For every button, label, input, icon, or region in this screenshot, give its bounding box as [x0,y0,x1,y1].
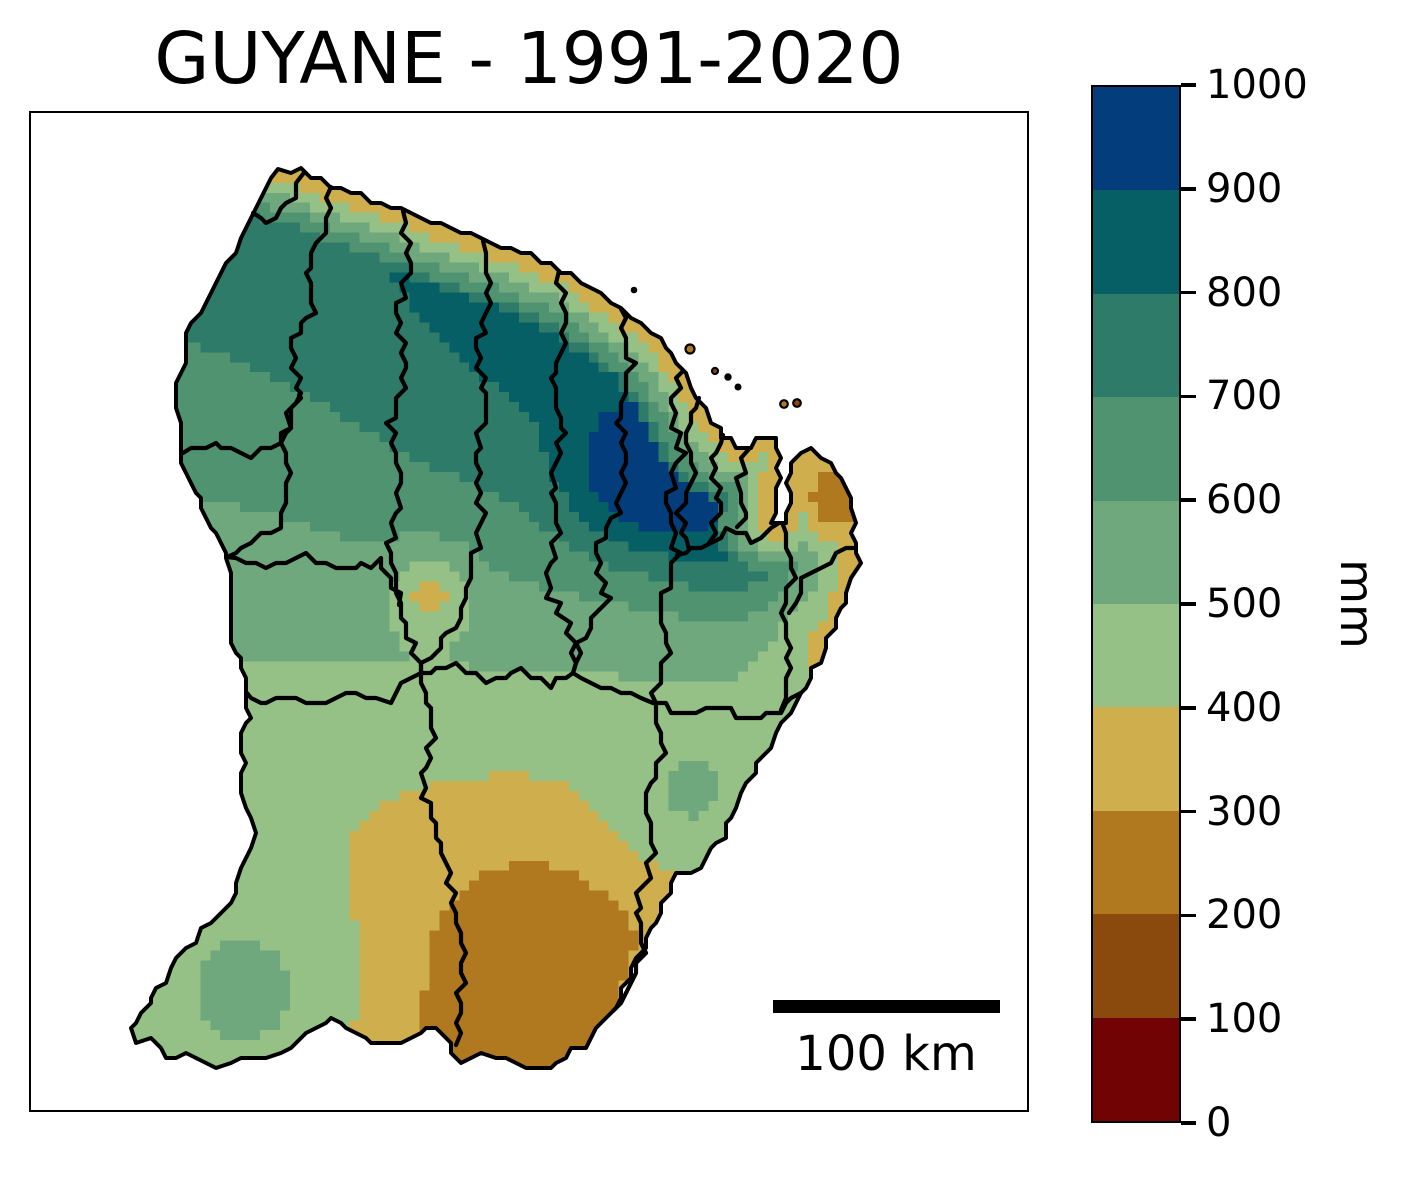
colorbar-tick-label: 700 [1206,373,1283,420]
commune-border [224,184,334,560]
island-dot [734,383,742,391]
colorbar-tick [1181,394,1196,399]
commune-border [674,520,782,558]
commune-border [673,395,702,552]
island-dot [779,399,789,409]
commune-borders [180,171,856,1048]
commune-border [570,670,656,706]
colorbar-tick-label: 400 [1206,684,1283,731]
colorbar-tick-label: 600 [1206,477,1283,524]
colorbar-tick-labels: 0 100 200 300 400 500 600 700 800 900 1000 [1206,62,1366,1146]
commune-border [250,171,306,226]
map-overlay: 100 km [129,166,1000,1082]
colorbar-band [1093,397,1179,501]
commune-border [610,368,689,1014]
colorbar-ticks [1181,83,1199,1125]
colorbar-band [1093,500,1179,605]
commune-border [224,550,404,608]
island-dot [792,398,802,408]
commune-border [733,446,752,530]
commune-border [650,690,804,721]
colorbar-unit-label: mm [1330,559,1384,649]
colorbar-tick-label: 1000 [1206,62,1308,108]
colorbar-tick-label: 800 [1206,269,1283,316]
colorbar-tick-label: 500 [1206,581,1283,627]
colorbar-tick-label: 200 [1206,892,1283,939]
colorbar-tick [1181,809,1196,814]
commune-border [244,670,424,706]
island-dot [710,366,720,376]
offshore-islands [630,286,802,409]
colorbar-tick-label: 300 [1206,788,1283,835]
colorbar-band [1093,810,1179,915]
colorbar-band [1093,1017,1179,1122]
colorbar-tick-label: 0 [1206,1100,1232,1146]
commune-border [570,306,639,676]
colorbar-tick [1181,83,1196,87]
colorbar-band [1093,293,1179,398]
commune-border [543,268,579,676]
country-outline [129,166,863,1070]
colorbar-tick-label: 100 [1206,996,1283,1043]
colorbar-tick [1181,498,1196,502]
commune-border [418,238,494,676]
colorbar [1091,85,1181,1123]
colorbar-tick-label: 900 [1206,165,1283,212]
scalebar-bar [773,1000,1000,1013]
colorbar-band [1093,604,1179,708]
commune-border [418,670,469,1048]
commune-border [180,392,304,461]
colorbar-band [1093,190,1179,294]
figure-title: GUYANE - 1991-2020 [154,17,904,100]
colorbar-tick [1181,602,1196,606]
scalebar: 100 km [773,1000,1000,1082]
colorbar-tick [1181,1017,1196,1021]
commune-border [706,432,726,546]
colorbar-band [1093,914,1179,1018]
colorbar-band [1093,87,1179,191]
commune-border [383,208,424,676]
scalebar-label: 100 km [795,1026,976,1082]
colorbar-bands [1093,87,1179,1122]
island-dot [724,373,732,381]
commune-border [418,660,576,691]
colorbar-tick [1181,187,1196,191]
colorbar-tick [1181,290,1196,295]
commune-border [778,522,799,713]
colorbar-tick [1181,706,1196,710]
island-dot [630,286,638,294]
commune-border [786,545,856,616]
island-dot [684,343,696,355]
colorbar-tick [1181,1121,1196,1125]
map-area: 100 km [29,111,1029,1112]
colorbar-band [1093,707,1179,811]
colorbar-tick [1181,913,1196,918]
